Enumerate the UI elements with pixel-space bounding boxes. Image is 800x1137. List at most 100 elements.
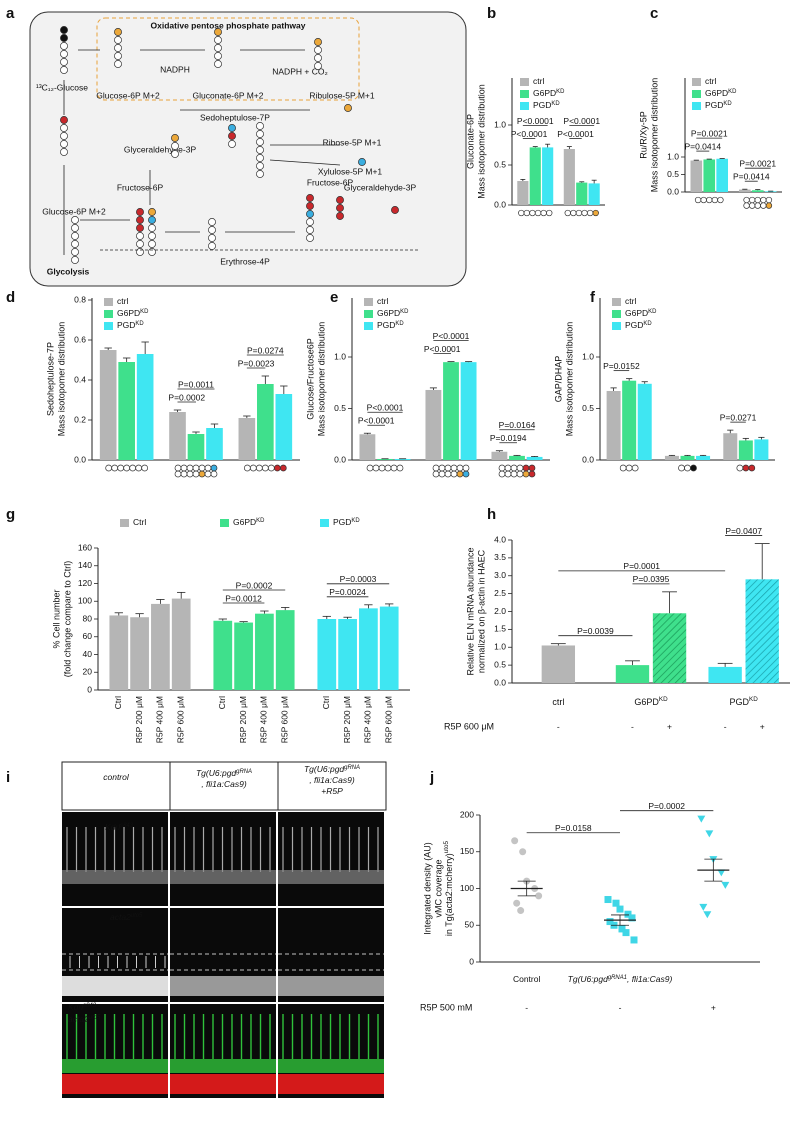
legend-name: G6PD — [233, 517, 256, 527]
treatment-mark: + — [711, 1002, 716, 1012]
treatment-label: R5P 500 mM — [420, 1002, 472, 1012]
data-point — [513, 899, 521, 907]
diagram-label: Erythrose-4P — [220, 256, 270, 266]
y-tick-label: 0.0 — [494, 199, 506, 209]
bar — [187, 434, 205, 460]
carbon-atom — [148, 216, 156, 224]
bar — [136, 354, 154, 460]
y-tick-label: 0.5 — [667, 169, 679, 179]
carbon-atom — [314, 38, 322, 46]
legend-swatch — [692, 90, 701, 98]
diagram-label: Fructose-6P — [117, 182, 164, 192]
p-value: P=0.0271 — [720, 412, 757, 422]
y-tick-label: 0.5 — [582, 403, 594, 413]
panel-label: h — [487, 506, 496, 523]
panel-label: i — [6, 769, 10, 786]
x-tick-label: R5P 400 μM — [259, 696, 269, 743]
y-tick-label: 1.0 — [494, 642, 506, 652]
column-header — [277, 761, 387, 811]
p-value: P=0.0194 — [490, 433, 527, 443]
legend-sup: KD — [556, 89, 564, 95]
carbon-atom — [123, 464, 131, 472]
data-point — [697, 815, 706, 823]
p-value: P=0.0002 — [168, 392, 205, 402]
carbon-atom — [450, 470, 458, 478]
legend-name: PGD — [333, 517, 351, 527]
carbon-atom — [456, 464, 464, 472]
carbon-atom — [306, 194, 314, 202]
legend-sup: KD — [135, 321, 143, 327]
vessel-band — [62, 1059, 168, 1073]
legend-name: PGD — [533, 100, 551, 110]
carbon-atom — [462, 464, 470, 472]
legend-swatch — [612, 322, 621, 330]
carbon-atom — [366, 464, 374, 472]
legend-name: ctrl — [705, 76, 716, 86]
carbon-atom — [228, 132, 236, 140]
legend-name: G6PD — [117, 308, 140, 318]
p-value: P=0.0024 — [329, 587, 366, 597]
legend-label: G6PDKD — [533, 88, 564, 98]
treatment-mark: + — [760, 721, 765, 731]
y-tick-label: 150 — [460, 846, 474, 856]
carbon-atom — [581, 209, 588, 217]
carbon-atom — [148, 232, 156, 240]
vessel-band — [170, 870, 276, 884]
y-tick-label: 0.5 — [494, 659, 506, 669]
y-axis-title: vMC coverage — [433, 859, 443, 917]
panel-label: g — [6, 506, 15, 523]
vessel-band — [170, 976, 276, 996]
legend-label: Ctrl — [133, 517, 146, 527]
carbon-atom — [249, 464, 257, 472]
legend-sup: KD — [723, 101, 731, 107]
carbon-atom — [148, 240, 156, 248]
column-header-text-part: , fli1a:Cas9) — [309, 775, 355, 785]
y-axis-title: (fold change compare to Ctrl) — [62, 561, 72, 678]
legend-sup: KD — [395, 321, 403, 327]
bar — [338, 619, 357, 690]
carbon-atom — [336, 204, 344, 212]
bar — [257, 384, 274, 460]
bar — [703, 159, 716, 192]
p-value: P=0.0021 — [691, 128, 728, 138]
row-label: acta2uto5 — [68, 1014, 101, 1024]
carbon-atom — [174, 464, 182, 472]
y-tick-label: 2.0 — [494, 606, 506, 616]
bar — [541, 645, 576, 683]
carbon-atom — [148, 248, 156, 256]
pathway-frame — [29, 11, 467, 287]
legend-label: G6PDKD — [233, 517, 264, 527]
y-tick-label: 0.0 — [667, 186, 679, 196]
data-point — [628, 914, 636, 922]
carbon-atom — [273, 464, 281, 472]
group-label: PGDKD — [730, 696, 759, 707]
carbon-atom — [314, 46, 322, 54]
carbon-atom — [314, 54, 322, 62]
carbon-atom — [534, 209, 542, 217]
p-value: P=0.0414 — [733, 171, 770, 181]
carbon-atom — [518, 209, 525, 217]
x-tick-label: R5P 600 μM — [175, 696, 185, 743]
carbon-atom — [444, 470, 452, 478]
carbon-atom — [706, 196, 713, 204]
bar — [622, 380, 637, 460]
x-tick-label: R5P 400 μM — [155, 696, 165, 743]
bar — [213, 620, 233, 690]
carbon-atom — [208, 242, 216, 250]
carbon-atom — [208, 218, 216, 226]
y-tick-label: 1.0 — [667, 151, 679, 161]
carbon-atom — [186, 464, 194, 472]
legend-label: G6PDKD — [117, 308, 148, 318]
bar — [379, 606, 399, 690]
data-point — [618, 925, 626, 933]
carbon-atom — [60, 26, 68, 34]
carbon-atom — [564, 209, 571, 217]
carbon-atom — [754, 196, 761, 204]
y-tick-label: 100 — [460, 883, 474, 893]
legend-swatch — [692, 102, 701, 110]
carbon-atom — [136, 216, 144, 224]
vessel-band — [278, 976, 384, 996]
group-sup: KD — [749, 696, 758, 703]
data-point — [699, 903, 708, 911]
